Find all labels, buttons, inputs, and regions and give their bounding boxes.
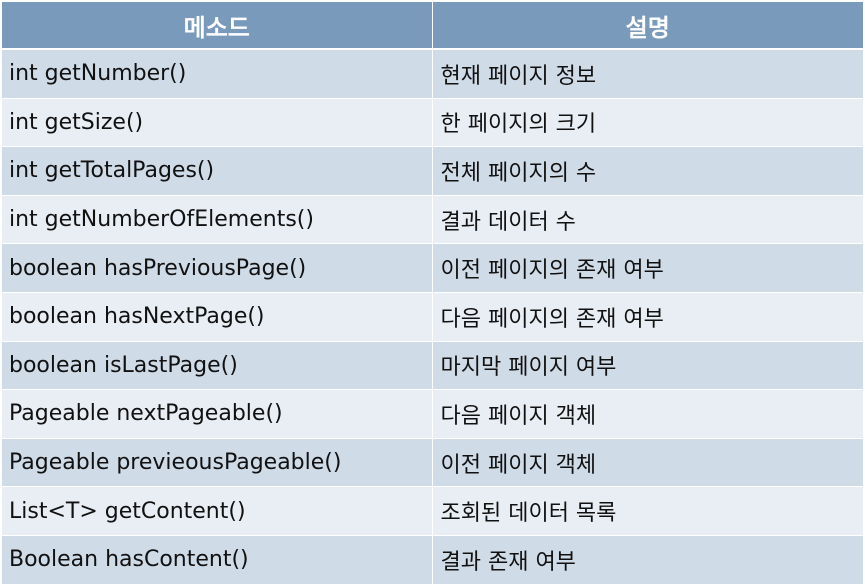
header-method: 메소드 (2, 2, 433, 50)
description-cell: 결과 존재 여부 (432, 535, 863, 585)
table-body: int getNumber() 현재 페이지 정보 int getSize() … (2, 49, 863, 585)
header-description: 설명 (432, 2, 863, 50)
table-row: boolean hasNextPage() 다음 페이지의 존재 여부 (2, 292, 863, 342)
table-row: List<T> getContent() 조회된 데이터 목록 (2, 486, 863, 536)
method-cell: int getSize() (2, 98, 433, 148)
table-row: int getNumberOfElements() 결과 데이터 수 (2, 195, 863, 245)
table-row: int getNumber() 현재 페이지 정보 (2, 49, 863, 99)
description-cell: 한 페이지의 크기 (432, 98, 863, 148)
description-cell: 조회된 데이터 목록 (432, 486, 863, 536)
method-cell: Pageable previeousPageable() (2, 438, 433, 488)
method-cell: Pageable nextPageable() (2, 389, 433, 439)
method-cell: int getNumberOfElements() (2, 195, 433, 245)
table-row: Pageable previeousPageable() 이전 페이지 객체 (2, 438, 863, 488)
method-cell: boolean isLastPage() (2, 341, 433, 391)
table-row: Pageable nextPageable() 다음 페이지 객체 (2, 389, 863, 439)
description-cell: 결과 데이터 수 (432, 195, 863, 245)
table-row: boolean hasPreviousPage() 이전 페이지의 존재 여부 (2, 243, 863, 293)
table-row: int getSize() 한 페이지의 크기 (2, 98, 863, 148)
method-cell: boolean hasNextPage() (2, 292, 433, 342)
description-cell: 전체 페이지의 수 (432, 146, 863, 196)
description-cell: 다음 페이지의 존재 여부 (432, 292, 863, 342)
table-row: int getTotalPages() 전체 페이지의 수 (2, 146, 863, 196)
header-row: 메소드 설명 (2, 2, 863, 50)
description-cell: 현재 페이지 정보 (432, 49, 863, 99)
description-cell: 마지막 페이지 여부 (432, 341, 863, 391)
table-row: Boolean hasContent() 결과 존재 여부 (2, 535, 863, 585)
table-row: boolean isLastPage() 마지막 페이지 여부 (2, 341, 863, 391)
description-cell: 이전 페이지 객체 (432, 438, 863, 488)
method-cell: Boolean hasContent() (2, 535, 433, 585)
description-cell: 이전 페이지의 존재 여부 (432, 243, 863, 293)
method-cell: boolean hasPreviousPage() (2, 243, 433, 293)
description-cell: 다음 페이지 객체 (432, 389, 863, 439)
method-cell: List<T> getContent() (2, 486, 433, 536)
table-header: 메소드 설명 (2, 2, 863, 50)
method-cell: int getTotalPages() (2, 146, 433, 196)
method-cell: int getNumber() (2, 49, 433, 99)
